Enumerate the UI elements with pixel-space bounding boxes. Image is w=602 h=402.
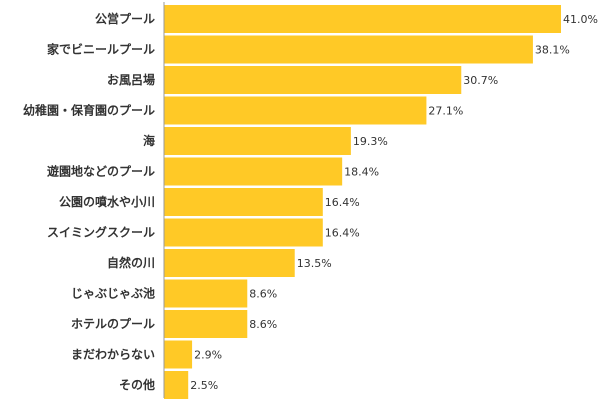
value-label-6: 16.4%	[325, 196, 360, 209]
category-label-5: 遊園地などのプール	[47, 164, 155, 179]
bar-8	[164, 249, 295, 277]
category-label-8: 自然の川	[107, 255, 155, 270]
bar-5	[164, 157, 343, 186]
category-label-4: 海	[143, 133, 155, 148]
bar-3	[164, 96, 427, 125]
category-label-10: ホテルのプール	[71, 316, 155, 331]
value-label-4: 19.3%	[353, 135, 388, 148]
value-label-8: 13.5%	[297, 257, 332, 270]
category-labels-layer: 公営プール家でビニールプールお風呂場幼稚園・保育園のプール海遊園地などのプール公…	[23, 11, 155, 392]
bar-2	[164, 66, 462, 94]
value-label-7: 16.4%	[325, 227, 360, 240]
bars-layer	[164, 5, 561, 399]
value-label-1: 38.1%	[535, 44, 570, 57]
category-label-3: 幼稚園・保育園のプール	[23, 103, 155, 118]
category-label-2: お風呂場	[107, 72, 155, 87]
value-label-3: 27.1%	[428, 105, 463, 118]
value-label-0: 41.0%	[563, 13, 598, 26]
bar-9	[164, 279, 248, 308]
value-label-11: 2.9%	[194, 349, 222, 362]
value-label-2: 30.7%	[463, 74, 498, 87]
category-label-1: 家でビニールプール	[47, 42, 155, 57]
bar-11	[164, 340, 193, 369]
bar-0	[164, 5, 561, 33]
bar-10	[164, 310, 248, 338]
value-label-9: 8.6%	[249, 288, 277, 301]
category-label-6: 公園の噴水や小川	[59, 194, 155, 209]
value-labels-layer: 41.0% 38.1% 30.7% 27.1% 19.3% 18.4% 16.4% 16.4%…	[190, 13, 598, 392]
value-label-5: 18.4%	[344, 166, 379, 179]
bar-1	[164, 35, 533, 64]
category-label-7: スイミングスクール	[47, 225, 155, 240]
bar-4	[164, 127, 351, 155]
value-label-10: 8.6%	[249, 318, 277, 331]
bar-6	[164, 188, 323, 216]
bar-7	[164, 218, 323, 247]
category-label-9: じゃぶじゃぶ池	[71, 286, 155, 301]
category-label-12: その他	[119, 377, 155, 392]
category-label-11: まだわからない	[71, 348, 155, 362]
bar-12	[164, 371, 189, 399]
category-label-0: 公営プール	[95, 11, 155, 26]
value-label-12: 2.5%	[190, 379, 218, 392]
